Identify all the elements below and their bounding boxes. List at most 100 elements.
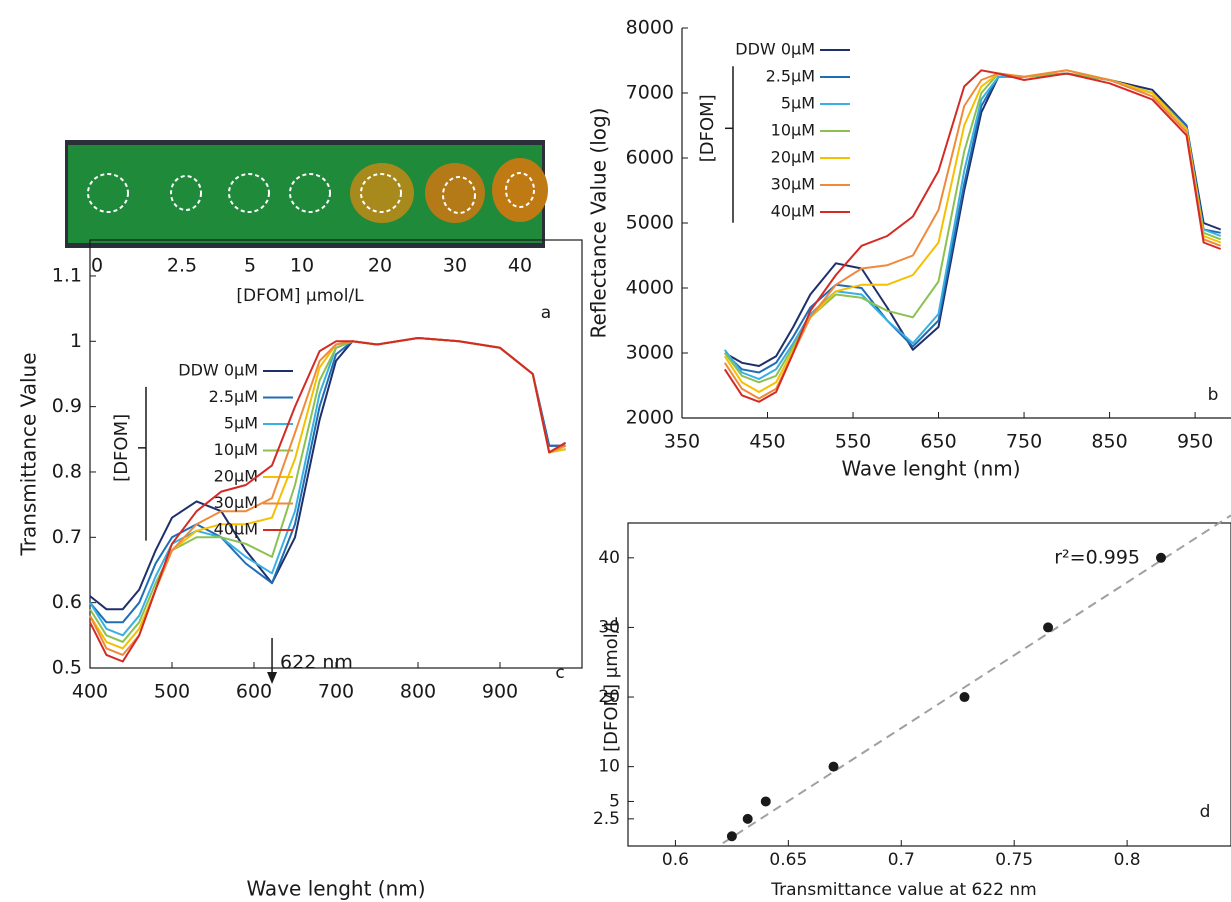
y-tick-label: 5 — [609, 791, 620, 811]
series-line — [89, 337, 567, 663]
point — [742, 813, 753, 824]
y-tick-label: 5000 — [626, 212, 674, 234]
annotation: r²=0.995 — [1054, 546, 1140, 568]
x-axis-label: Wave lenght (nm) — [246, 877, 425, 901]
x-tick-label: 0.8 — [1114, 850, 1141, 870]
photo-circle — [360, 173, 402, 213]
legend-title: [DFOM] — [697, 94, 718, 162]
x-tick-label: 700 — [318, 681, 354, 703]
y-tick-label: 8000 — [626, 17, 674, 39]
legend-label: 2.5µM — [766, 67, 815, 86]
legend-label: 5µM — [781, 94, 815, 113]
x-tick-label: 800 — [400, 681, 436, 703]
x-tick-label: 400 — [72, 681, 108, 703]
x-tick-label: 950 — [1177, 431, 1213, 453]
y-tick-label: 10 — [598, 757, 620, 777]
legend-label: 20µM — [771, 148, 815, 167]
series-line — [723, 69, 1222, 393]
series-line — [89, 337, 566, 624]
photo-spot — [492, 158, 548, 222]
y-tick-label: 3000 — [626, 342, 674, 364]
point — [959, 692, 970, 703]
legend-label: 40µM — [771, 202, 815, 221]
photo-axis-label: [DFOM] μmol/L — [236, 286, 364, 306]
x-tick-label: 500 — [154, 681, 190, 703]
annotation: 622 nm — [280, 652, 353, 674]
y-tick-label: 40 — [598, 548, 620, 568]
plot-frame — [627, 522, 1231, 847]
x-tick-label: 750 — [1006, 431, 1042, 453]
x-axis-label: Wave lenght (nm) — [841, 457, 1020, 481]
y-axis-label: [DFOM] μmol/L — [601, 617, 622, 752]
x-tick-label: 600 — [236, 681, 272, 703]
legend-label: 40µM — [214, 520, 258, 539]
point — [1043, 622, 1054, 633]
legend-label: 5µM — [224, 414, 258, 433]
panel-label: d — [1200, 802, 1211, 822]
photo-spot — [425, 163, 485, 223]
photo-label: 2.5 — [167, 255, 197, 277]
photo-circle — [87, 173, 129, 213]
y-tick-label: 0.6 — [52, 591, 82, 613]
x-tick-label: 0.7 — [888, 850, 915, 870]
photo-label: 10 — [290, 255, 314, 277]
series-line — [89, 337, 566, 656]
x-tick-label: 0.6 — [662, 850, 689, 870]
photo-label: 40 — [508, 255, 532, 277]
legend-label: 2.5µM — [209, 387, 258, 406]
series-line — [724, 72, 1221, 374]
y-tick-label: 1.1 — [52, 264, 82, 286]
photo-label: 5 — [244, 255, 256, 277]
photo-circle — [228, 173, 270, 213]
y-tick-label: 30 — [598, 617, 620, 637]
photo-label: 20 — [368, 255, 392, 277]
photo-circle — [289, 173, 331, 213]
photo-label: 0 — [91, 255, 103, 277]
x-tick-label: 900 — [482, 681, 518, 703]
legend-label: 10µM — [771, 121, 815, 140]
legend-label: 20µM — [214, 467, 258, 486]
legend-label: DDW 0µM — [178, 361, 258, 380]
y-tick-label: 20 — [598, 687, 620, 707]
point — [726, 831, 737, 842]
y-tick-label: 6000 — [626, 147, 674, 169]
photo-circle — [170, 175, 202, 211]
y-axis-label: Transmittance Value — [17, 352, 41, 556]
point — [828, 761, 839, 772]
y-tick-label: 2000 — [626, 407, 674, 429]
photo-label: 30 — [443, 255, 467, 277]
y-tick-label: 0.5 — [52, 657, 82, 679]
y-tick-label: 7000 — [626, 82, 674, 104]
legend-label: 10µM — [214, 440, 258, 459]
point — [760, 796, 771, 807]
x-tick-label: 350 — [664, 431, 700, 453]
y-tick-label: 2.5 — [593, 809, 620, 829]
series-line — [89, 337, 566, 650]
point — [1155, 552, 1166, 563]
y-axis-label: Reflectance Value (log) — [587, 107, 611, 338]
legend-label: DDW 0µM — [735, 40, 815, 59]
photo-circle — [505, 172, 535, 208]
y-tick-label: 0.8 — [52, 460, 82, 482]
panel-label: a — [541, 303, 551, 323]
photo-circle — [442, 176, 476, 214]
fit-line — [722, 514, 1231, 845]
x-tick-label: 0.75 — [995, 850, 1033, 870]
x-tick-label: 550 — [835, 431, 871, 453]
y-tick-label: 4000 — [626, 277, 674, 299]
y-tick-label: 1 — [70, 330, 82, 352]
x-tick-label: 0.65 — [769, 850, 807, 870]
series-line — [724, 72, 1222, 367]
panel-label: c — [555, 663, 564, 683]
legend-label: 30µM — [214, 493, 258, 512]
y-tick-label: 0.9 — [52, 395, 82, 417]
annotation-arrowhead — [267, 672, 278, 684]
photo — [65, 140, 548, 248]
x-tick-label: 850 — [1091, 431, 1127, 453]
series-line — [723, 69, 1222, 403]
x-tick-label: 650 — [920, 431, 956, 453]
panel-label: b — [1208, 385, 1219, 405]
y-tick-label: 0.7 — [52, 526, 82, 548]
